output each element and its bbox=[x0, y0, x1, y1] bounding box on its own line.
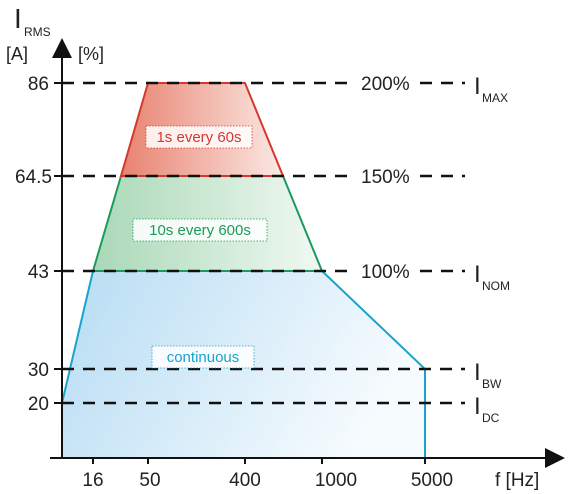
label-imax-sub: MAX bbox=[482, 91, 508, 105]
label-inom-sub: NOM bbox=[482, 279, 510, 293]
region-label-overload-200: 1s every 60s bbox=[156, 129, 241, 146]
label-idc-main: I bbox=[474, 393, 481, 420]
label-ibw-main: I bbox=[474, 359, 481, 386]
label-imax-main: I bbox=[474, 73, 481, 100]
y-unit-percent: [%] bbox=[78, 44, 104, 64]
region-label-overload-150: 10s every 600s bbox=[149, 222, 251, 239]
x-tick-label: 50 bbox=[139, 470, 160, 491]
region-label-box-200 bbox=[145, 125, 253, 149]
y-axis-title-main: I bbox=[14, 3, 22, 34]
y-tick-label: 43 bbox=[28, 262, 49, 283]
x-axis-title: f [Hz] bbox=[495, 470, 539, 491]
y-tick-label: 30 bbox=[28, 360, 49, 381]
x-tick-label: 400 bbox=[229, 470, 261, 491]
percent-label-200: 200% bbox=[361, 74, 410, 95]
y-tick-label: 20 bbox=[28, 394, 49, 415]
percent-label-100: 100% bbox=[361, 262, 410, 283]
y-axis-title-sub: RMS bbox=[24, 25, 51, 39]
x-tick-label: 1000 bbox=[315, 470, 357, 491]
region-label-box-continuous bbox=[151, 345, 255, 369]
label-idc-sub: DC bbox=[482, 411, 500, 425]
x-tick-label: 16 bbox=[82, 470, 103, 491]
label-ibw-sub: BW bbox=[482, 377, 502, 391]
region-label-continuous: continuous bbox=[167, 349, 240, 366]
region-label-box-150 bbox=[132, 218, 268, 242]
label-inom-main: I bbox=[474, 261, 481, 288]
percent-label-150: 150% bbox=[361, 167, 410, 188]
y-unit-amps: [A] bbox=[6, 44, 28, 64]
y-tick-label: 86 bbox=[28, 74, 49, 95]
y-tick-label: 64.5 bbox=[15, 167, 52, 188]
x-tick-label: 5000 bbox=[411, 470, 453, 491]
